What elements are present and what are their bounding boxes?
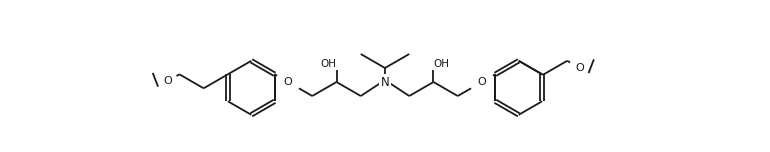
Text: O: O [477,77,487,87]
Text: N: N [380,76,390,88]
Text: O: O [163,76,172,86]
Text: O: O [575,63,584,73]
Text: OH: OH [320,59,336,69]
Text: O: O [283,77,293,87]
Text: OH: OH [434,59,450,69]
